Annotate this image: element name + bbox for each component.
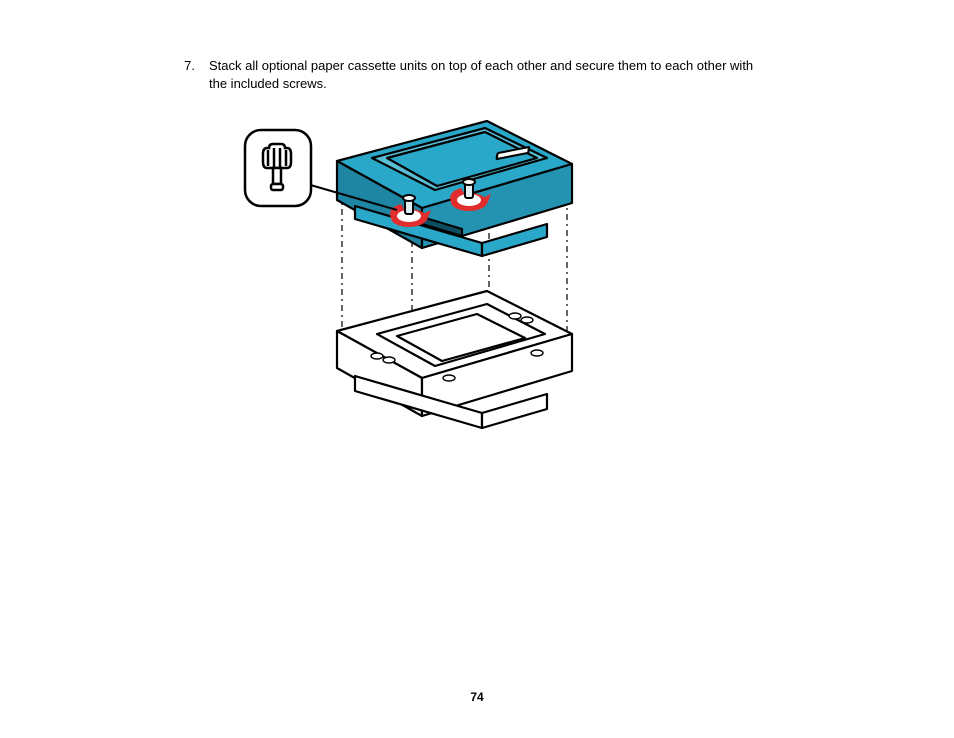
- step-number: 7.: [180, 57, 195, 75]
- page-number: 74: [0, 690, 954, 704]
- step-7: 7. Stack all optional paper cassette uni…: [195, 57, 760, 92]
- page: 7. Stack all optional paper cassette uni…: [0, 0, 954, 738]
- assembly-diagram: [237, 106, 677, 446]
- step-text: Stack all optional paper cassette units …: [195, 57, 760, 92]
